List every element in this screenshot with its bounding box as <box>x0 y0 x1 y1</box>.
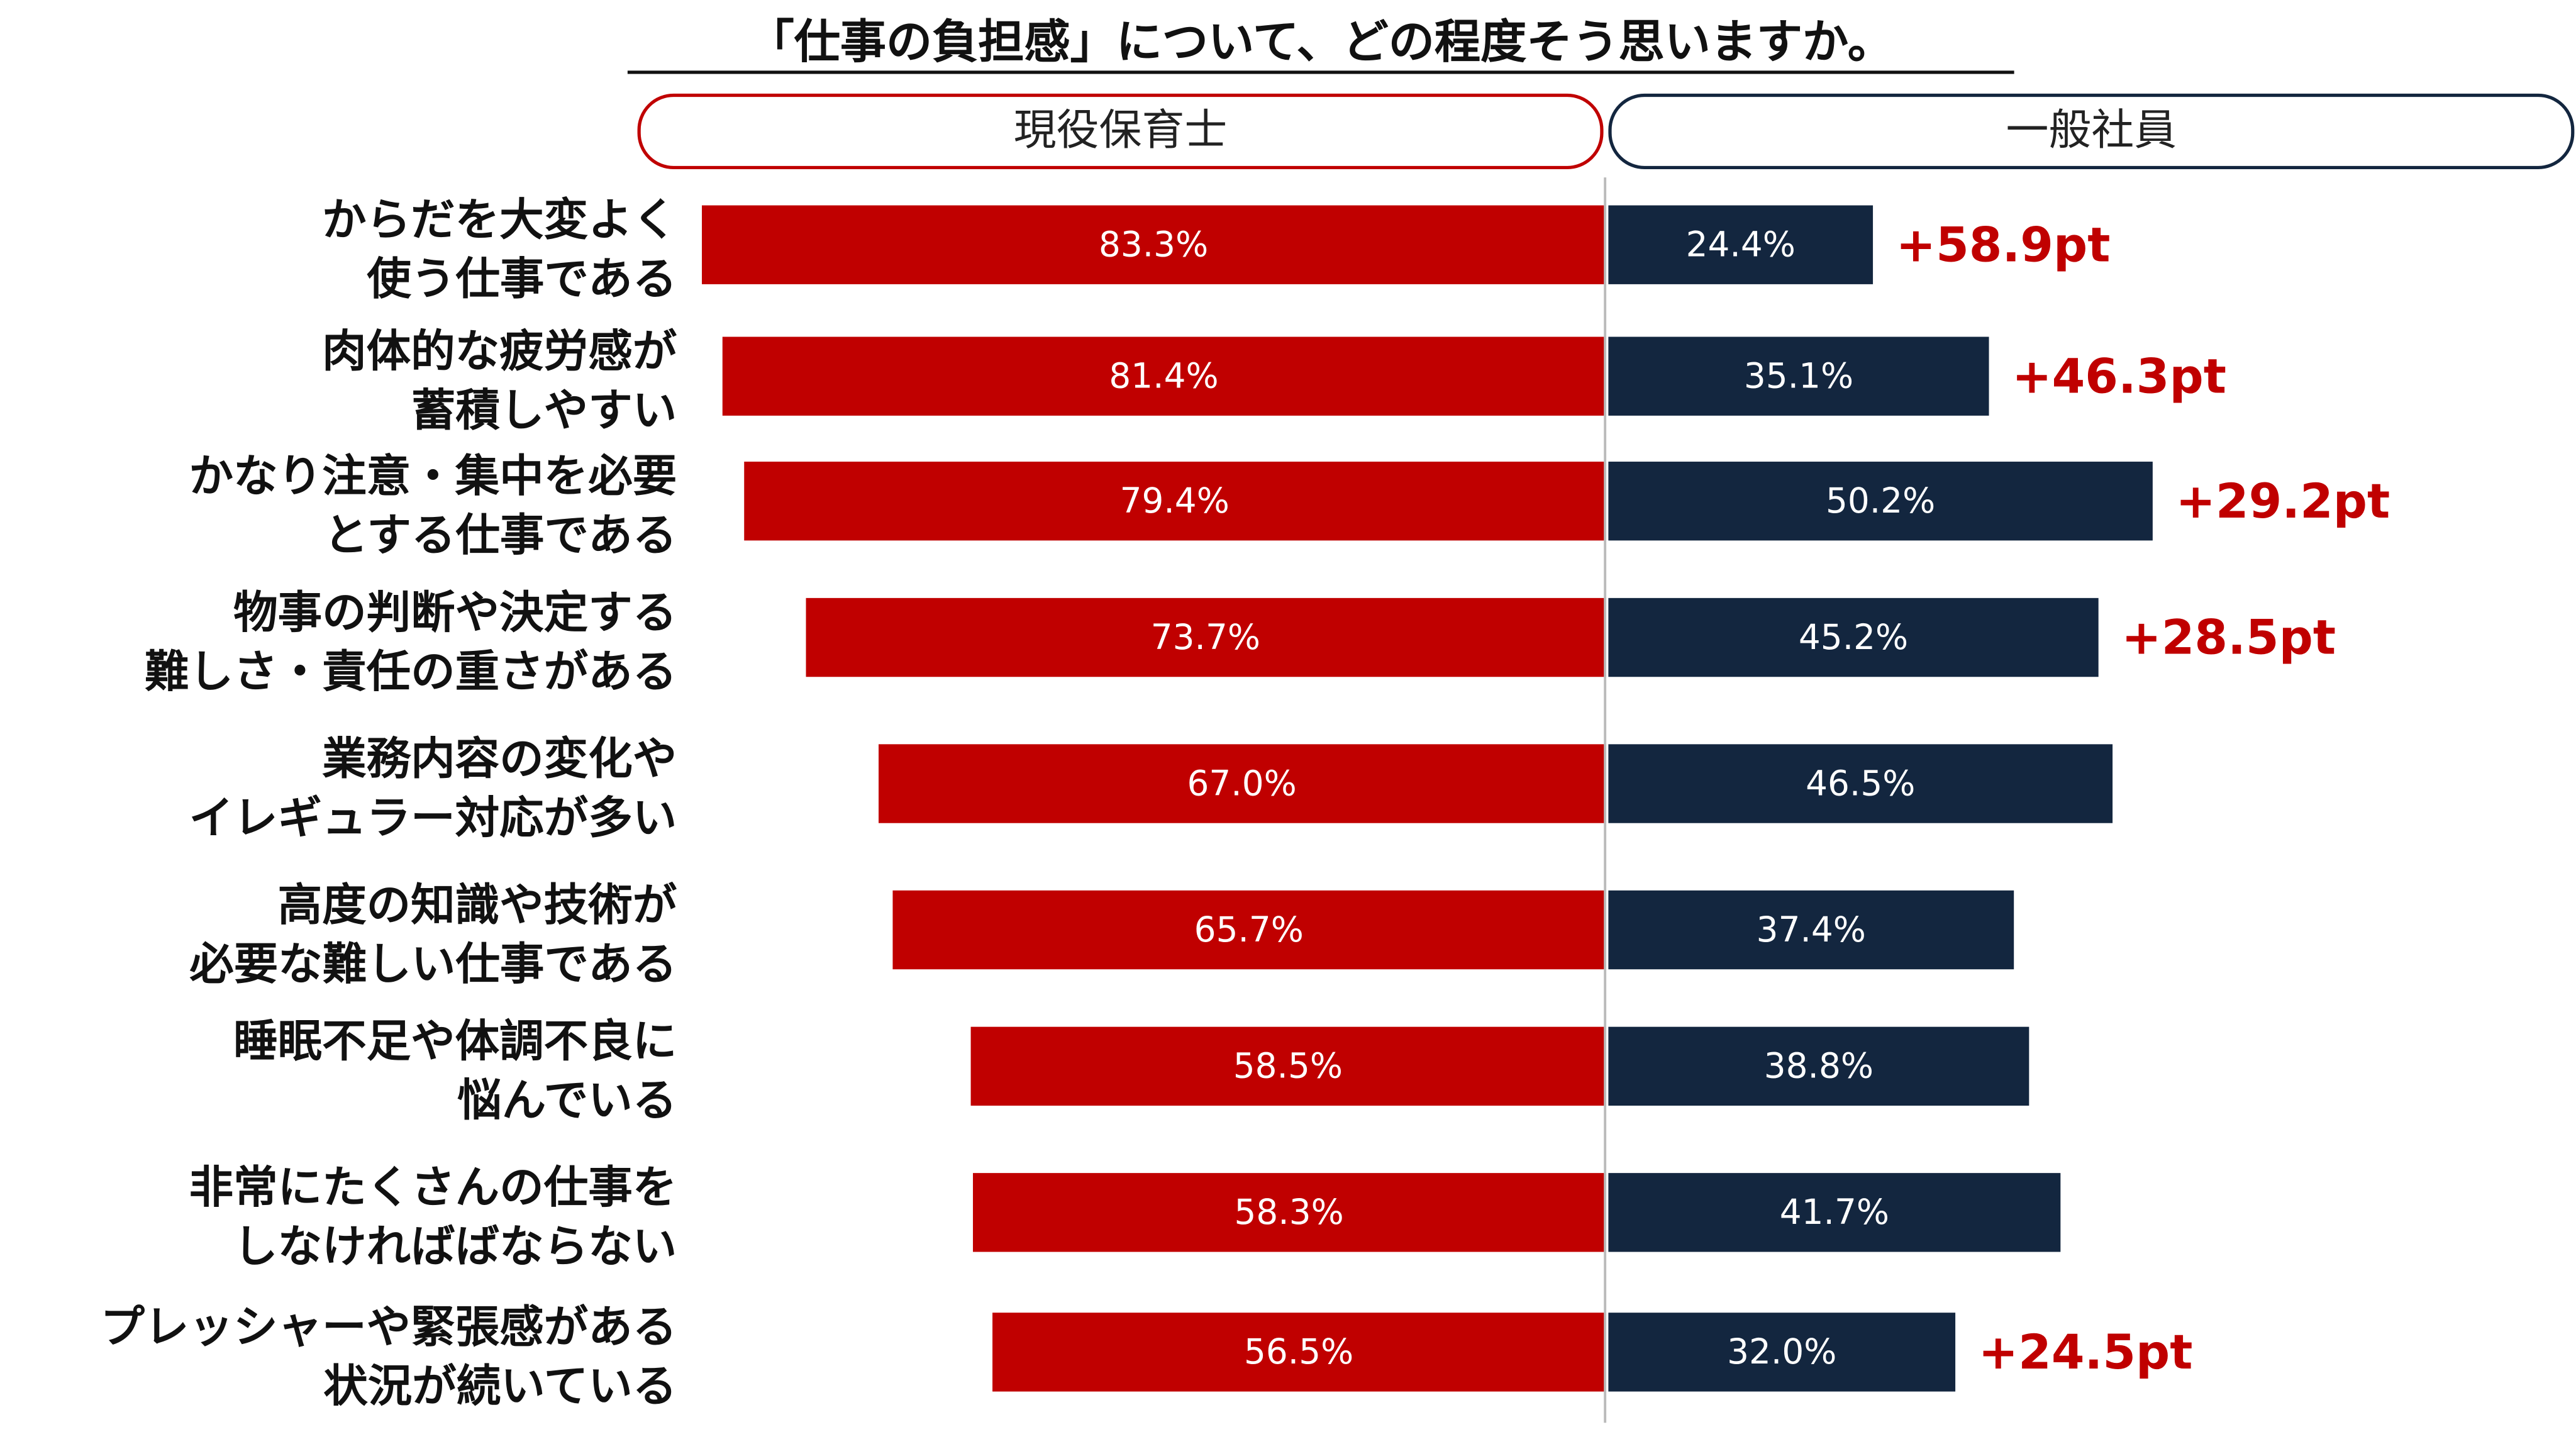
value-label-series-a: 58.5% <box>1233 1046 1343 1086</box>
category-label: 肉体的な疲労感が <box>322 326 677 377</box>
bar-series-b <box>1608 597 2099 677</box>
value-label-series-a: 58.3% <box>1234 1192 1343 1232</box>
category-label: イレギュラー対応が多い <box>189 792 677 843</box>
category-label: 業務内容の変化や <box>322 733 677 784</box>
bar-series-b <box>1608 462 2153 541</box>
value-label-series-a: 67.0% <box>1187 763 1296 803</box>
category-label: かなり注意・集中を必要 <box>189 450 677 502</box>
category-label: 使う仕事である <box>367 253 677 305</box>
bar-series-b <box>1608 1173 2061 1252</box>
category-label: 難しさ・責任の重さがある <box>145 646 677 697</box>
category-label: 睡眠不足や体調不良に <box>233 1016 677 1067</box>
value-label-series-a: 73.7% <box>1151 617 1260 657</box>
bar-series-b <box>1608 336 1989 416</box>
chart-title: 「仕事の負担感」について、どの程度そう思いますか。 <box>748 14 1894 69</box>
legend-series-b: 一般社員 <box>1608 93 2575 170</box>
bar-series-a <box>992 1313 1606 1392</box>
value-label-series-b: 35.1% <box>1744 355 1853 396</box>
category-label: とする仕事である <box>324 509 677 561</box>
value-label-series-b: 32.0% <box>1727 1331 1836 1372</box>
value-label-series-a: 81.4% <box>1109 355 1218 396</box>
category-label: 高度の知識や技術が <box>278 879 677 931</box>
bar-series-b <box>1608 1026 2029 1106</box>
category-label: 悩んでいる <box>457 1075 677 1126</box>
bar-series-a <box>744 462 1606 541</box>
value-label-series-b: 50.2% <box>1826 480 1935 521</box>
category-label: 物事の判断や決定する <box>233 587 677 638</box>
category-label: プレッシャーや緊張感がある <box>101 1301 677 1353</box>
bar-series-a <box>806 597 1606 677</box>
bar-series-b <box>1608 1313 1956 1392</box>
bar-series-b <box>1608 205 1874 284</box>
value-label-series-a: 79.4% <box>1120 480 1230 521</box>
difference-annotation: +46.3pt <box>2012 348 2226 404</box>
bar-series-a <box>970 1026 1606 1106</box>
bar-series-b <box>1608 890 2014 970</box>
legend-series-a: 現役保育士 <box>637 93 1604 170</box>
bar-series-a <box>879 744 1606 823</box>
difference-annotation: +29.2pt <box>2175 474 2390 529</box>
category-label: 蓄積しやすい <box>411 385 677 436</box>
value-label-series-b: 38.8% <box>1764 1046 1874 1086</box>
category-label: 状況が続いている <box>323 1360 677 1412</box>
category-label: 必要な難しい仕事である <box>189 938 677 990</box>
bar-series-a <box>702 205 1606 284</box>
value-label-series-a: 65.7% <box>1194 909 1304 950</box>
difference-annotation: +24.5pt <box>1979 1325 2193 1380</box>
bar-series-a <box>892 890 1606 970</box>
category-label: からだを大変よく <box>322 194 677 246</box>
category-label: 非常にたくさんの仕事を <box>189 1162 677 1213</box>
title-underline <box>627 70 2014 74</box>
bar-series-a <box>973 1173 1606 1252</box>
bar-series-a <box>722 336 1606 416</box>
value-label-series-b: 46.5% <box>1806 763 1915 803</box>
value-label-series-b: 24.4% <box>1686 225 1796 265</box>
value-label-series-a: 83.3% <box>1099 225 1208 265</box>
value-label-series-b: 37.4% <box>1757 909 1866 950</box>
value-label-series-a: 56.5% <box>1244 1331 1353 1372</box>
category-label: しなければばならない <box>233 1221 677 1272</box>
difference-annotation: +28.5pt <box>2121 610 2336 665</box>
difference-annotation: +58.9pt <box>1896 217 2111 272</box>
value-label-series-b: 41.7% <box>1780 1192 1889 1232</box>
bar-series-b <box>1608 744 2113 823</box>
value-label-series-b: 45.2% <box>1799 617 1908 657</box>
